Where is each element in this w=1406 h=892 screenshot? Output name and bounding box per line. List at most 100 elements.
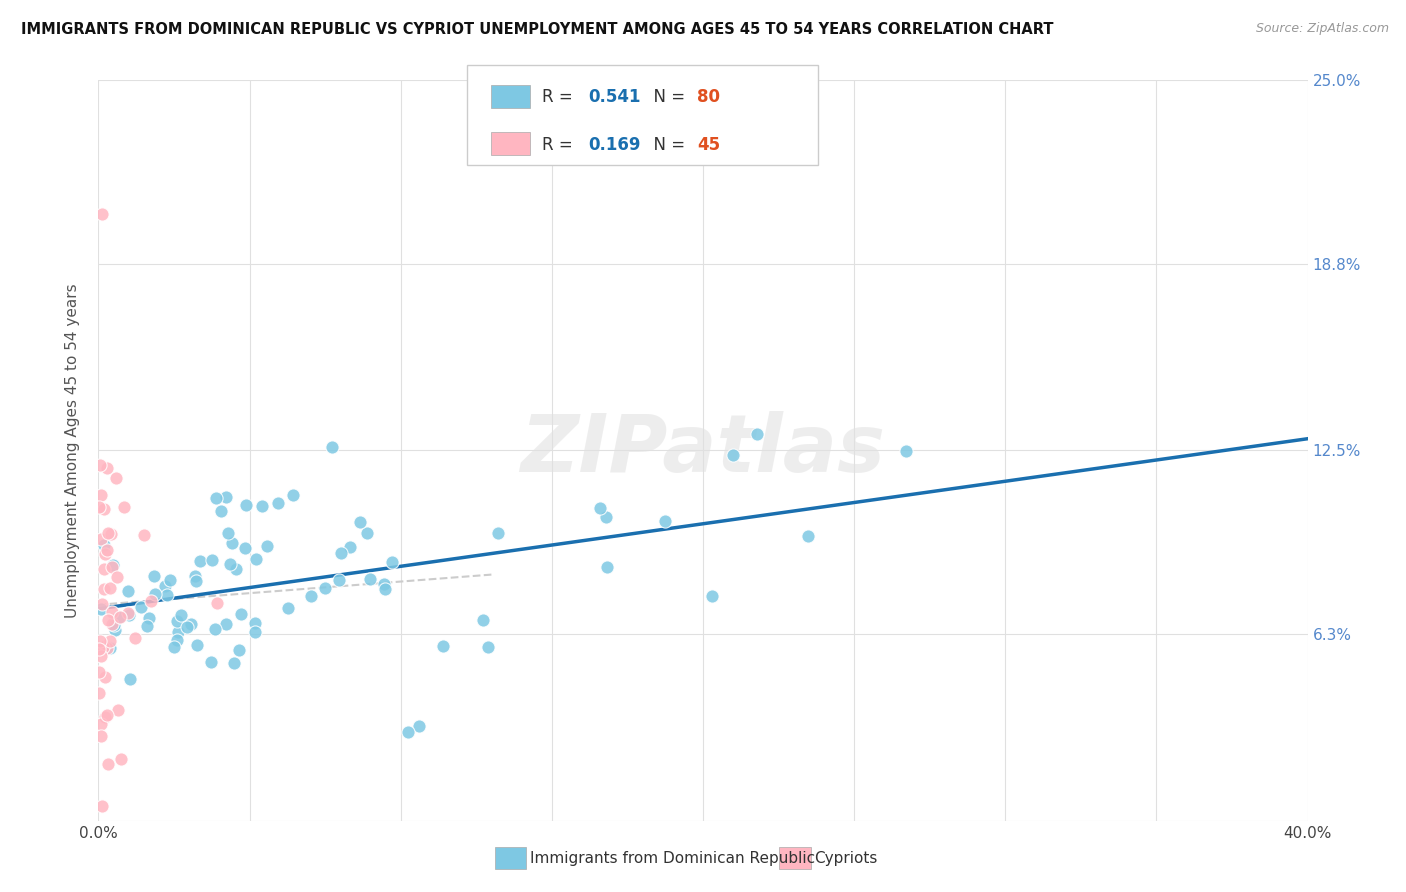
FancyBboxPatch shape	[495, 847, 526, 869]
Point	[98, 582, 121, 596]
Point	[245, 552, 267, 566]
Point	[90, 488, 112, 502]
Point	[219, 557, 242, 571]
Point	[359, 572, 381, 586]
Point	[93, 582, 115, 596]
Point	[170, 608, 193, 623]
Point	[204, 623, 226, 637]
Text: 0.169: 0.169	[588, 136, 641, 153]
Point	[349, 516, 371, 530]
FancyBboxPatch shape	[492, 85, 530, 108]
Point	[89, 634, 111, 648]
Point	[94, 548, 117, 562]
Point	[90, 730, 112, 744]
Point	[166, 614, 188, 628]
Point	[277, 600, 299, 615]
Point	[328, 573, 350, 587]
Point	[408, 719, 430, 733]
Point	[228, 643, 250, 657]
Point	[894, 444, 917, 458]
Point	[233, 541, 256, 555]
Point	[142, 569, 165, 583]
Point	[89, 648, 111, 663]
Point	[91, 798, 114, 813]
Point	[250, 499, 273, 513]
Point	[205, 596, 228, 610]
Point	[209, 503, 232, 517]
Point	[103, 618, 125, 632]
Point	[176, 620, 198, 634]
Point	[472, 613, 495, 627]
Text: 45: 45	[697, 136, 720, 153]
Point	[156, 588, 179, 602]
Point	[139, 594, 162, 608]
Point	[97, 526, 120, 541]
Point	[100, 527, 122, 541]
Text: Cypriots: Cypriots	[814, 851, 877, 866]
Point	[98, 633, 121, 648]
Point	[186, 574, 208, 588]
Point	[132, 527, 155, 541]
Point	[105, 569, 128, 583]
Point	[101, 605, 124, 619]
Point	[201, 552, 224, 566]
Point	[97, 757, 120, 772]
Point	[107, 703, 129, 717]
Point	[135, 619, 157, 633]
Point	[596, 559, 619, 574]
Point	[339, 540, 361, 554]
Point	[243, 625, 266, 640]
Text: Immigrants from Dominican Republic: Immigrants from Dominican Republic	[530, 851, 815, 866]
Point	[90, 717, 112, 731]
Point	[96, 461, 118, 475]
Point	[225, 562, 247, 576]
Point	[118, 607, 141, 622]
Point	[235, 499, 257, 513]
Point	[356, 525, 378, 540]
Point	[721, 448, 744, 462]
Text: 80: 80	[697, 88, 720, 106]
Point	[108, 610, 131, 624]
Point	[186, 638, 208, 652]
Point	[745, 426, 768, 441]
Point	[200, 655, 222, 669]
Text: R =: R =	[543, 88, 578, 106]
Point	[90, 533, 112, 547]
Point	[96, 641, 118, 656]
Point	[89, 458, 111, 473]
Point	[167, 625, 190, 640]
Point	[89, 686, 111, 700]
Point	[138, 610, 160, 624]
Point	[702, 589, 724, 603]
Point	[89, 642, 111, 657]
Point	[205, 491, 228, 505]
Point	[221, 536, 243, 550]
Text: 0.541: 0.541	[588, 88, 641, 106]
Text: Source: ZipAtlas.com: Source: ZipAtlas.com	[1256, 22, 1389, 36]
Point	[96, 708, 118, 723]
Point	[215, 617, 238, 632]
Point	[477, 640, 499, 654]
Point	[91, 206, 114, 220]
Point	[299, 589, 322, 603]
Point	[143, 587, 166, 601]
Point	[89, 500, 111, 515]
Point	[101, 559, 124, 574]
Point	[281, 488, 304, 502]
Point	[105, 471, 128, 485]
Text: R =: R =	[543, 136, 578, 153]
Point	[245, 615, 267, 630]
Point	[267, 496, 290, 510]
Text: N =: N =	[643, 88, 690, 106]
Point	[314, 581, 336, 595]
Point	[93, 501, 115, 516]
Point	[110, 752, 132, 766]
Point	[112, 500, 135, 514]
Point	[96, 543, 118, 558]
Point	[321, 440, 343, 454]
Text: N =: N =	[643, 136, 690, 153]
Point	[117, 606, 139, 620]
Point	[217, 526, 239, 541]
Point	[166, 633, 188, 648]
Point	[231, 607, 253, 622]
